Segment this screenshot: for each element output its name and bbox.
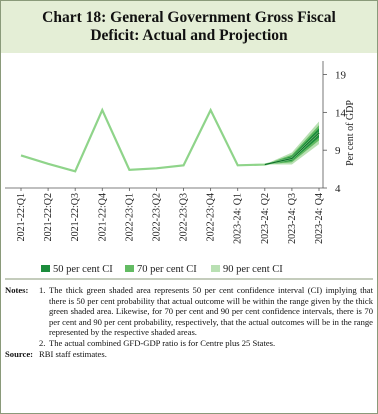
note-text: The thick green shaded area represents 5… xyxy=(49,285,373,338)
notes: Notes: 1. The thick green shaded area repr… xyxy=(5,285,373,359)
y-tick-label: 19 xyxy=(335,70,347,82)
y-tick-label: 4 xyxy=(335,183,341,195)
legend-swatch xyxy=(211,265,220,272)
notes-label xyxy=(5,338,39,349)
note-number: 1. xyxy=(39,285,46,295)
y-axis-label: Per cent of GDP xyxy=(345,100,356,166)
confidence-band xyxy=(264,121,319,165)
legend-label: 50 per cent CI xyxy=(53,264,113,275)
x-tick-label: 2021-22:Q3 xyxy=(70,193,81,241)
x-tick-label: 2021-22:Q2 xyxy=(43,193,54,241)
x-tick-label: 2022-23:Q4 xyxy=(206,193,217,241)
note-number: 2. xyxy=(39,337,46,348)
x-tick-label: 2021-22:Q4 xyxy=(97,193,108,241)
chart: Per cent of GDP 4 9 14 19 2021-22:Q1 2021-22:… xyxy=(5,61,373,280)
notes-label: Notes: xyxy=(5,285,29,295)
note-text: The actual combined GFD-GDP ratio is for… xyxy=(49,337,276,348)
y-tick-label: 9 xyxy=(335,145,341,157)
note-row: Notes: 1. The thick green shaded area repr… xyxy=(5,285,373,338)
chart-subtitle: Deficit: Actual and Projection xyxy=(90,27,288,44)
legend-label: 90 per cent CI xyxy=(223,264,283,275)
legend-swatch xyxy=(125,265,134,272)
x-tick-label: 2022-23:Q3 xyxy=(179,193,190,241)
chart-title: Chart 18: General Government Gross Fisca… xyxy=(42,9,336,26)
source-text: RBI staff estimates. xyxy=(39,348,107,359)
x-tick-label: 2023-24: Q2 xyxy=(260,193,271,244)
source-label: Source: xyxy=(5,348,34,359)
projection-line xyxy=(264,132,320,166)
y-tick-label: 14 xyxy=(335,107,347,119)
legend-label: 70 per cent CI xyxy=(137,264,197,275)
x-tick-label: 2023-24: Q4 xyxy=(314,193,325,244)
x-tick-label: 2022-23:Q2 xyxy=(151,193,162,241)
source-row: Source: RBI staff estimates. xyxy=(5,349,373,360)
legend-swatch xyxy=(41,265,50,272)
x-tick-label: 2021-22:Q1 xyxy=(16,193,27,241)
x-tick-label: 2023-24: Q3 xyxy=(287,193,298,244)
title-box: Chart 18: General Government Gross Fisca… xyxy=(1,1,377,53)
note-row: 2. The actual combined GFD-GDP ratio is f… xyxy=(5,338,373,349)
x-tick-label: 2023-24: Q1 xyxy=(233,193,244,244)
x-tick-label: 2022-23:Q1 xyxy=(124,193,135,241)
